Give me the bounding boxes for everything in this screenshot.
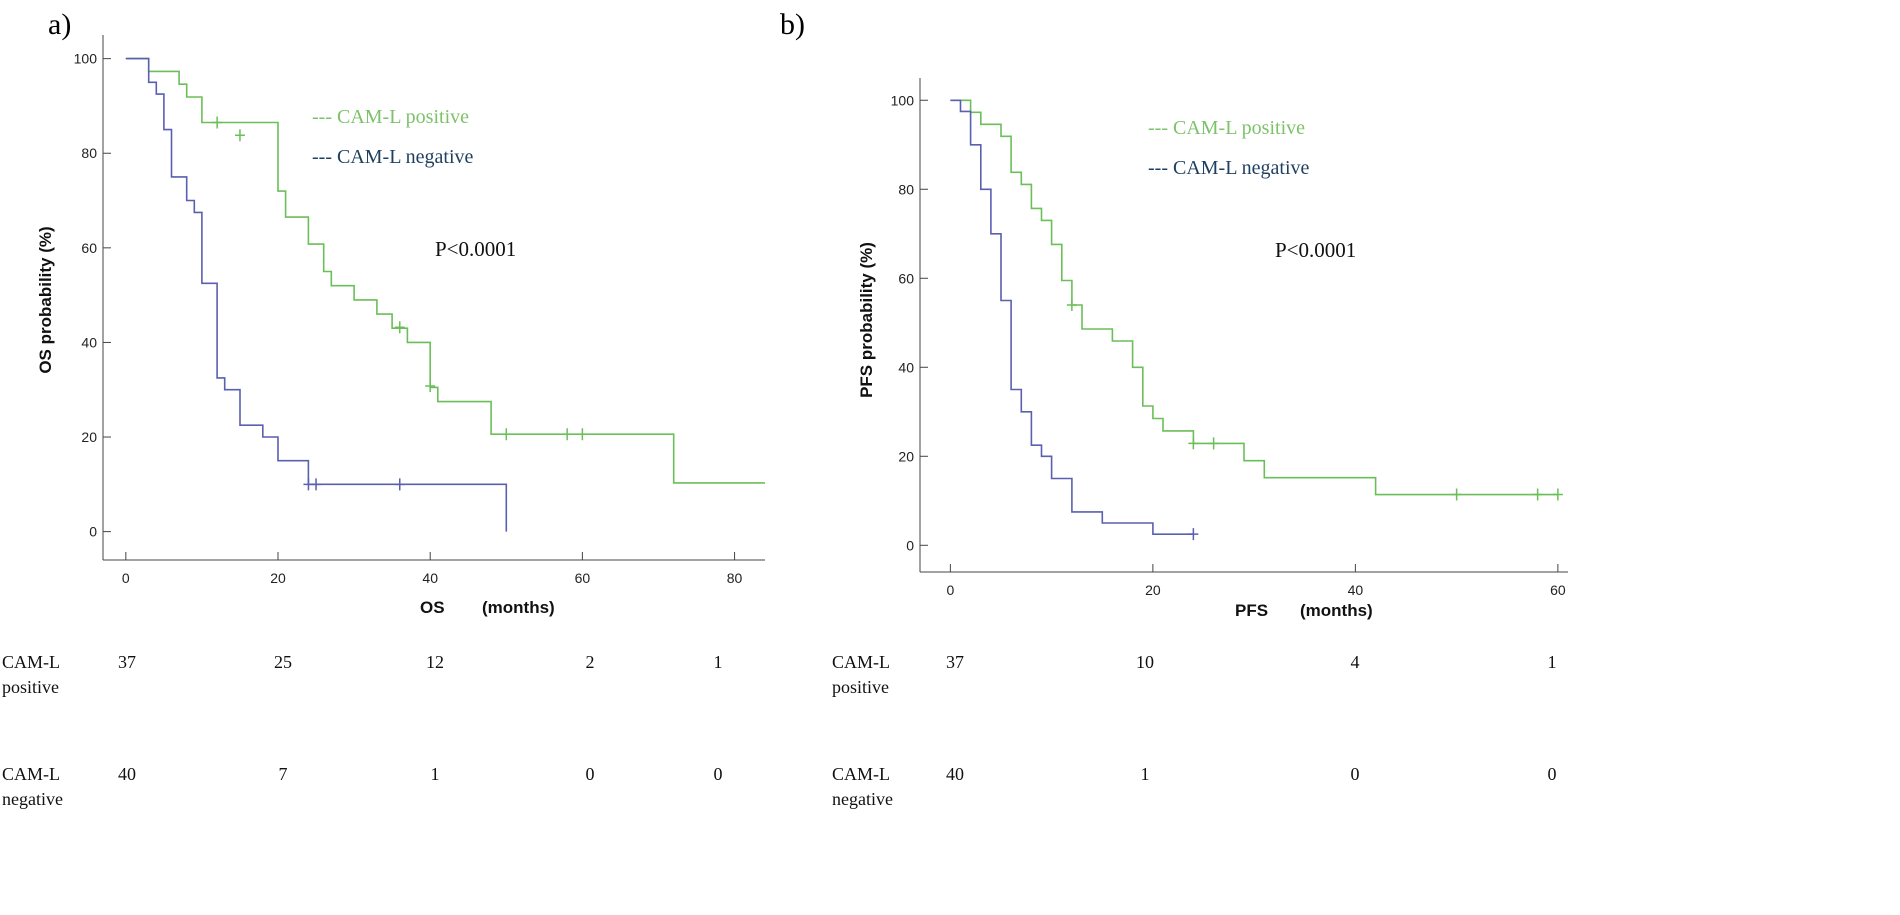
curve-cam-l-positive xyxy=(950,99,1558,496)
risk-row-label: CAM-L xyxy=(832,652,890,672)
y-tick-label: 80 xyxy=(898,181,914,197)
risk-count: 4 xyxy=(1351,652,1360,672)
panel-b-pvalue: P<0.0001 xyxy=(1275,238,1356,262)
censor-mark xyxy=(577,428,588,441)
panel-b-x-axis-units: (months) xyxy=(1300,601,1373,620)
risk-count: 40 xyxy=(118,764,136,784)
x-tick-label: 40 xyxy=(1348,582,1364,598)
risk-count: 25 xyxy=(274,652,292,672)
legend-cam-l-negative: --- CAM-L negative xyxy=(1148,157,1310,179)
x-tick-label: 20 xyxy=(270,570,286,586)
y-tick-label: 100 xyxy=(74,51,98,67)
censor-mark xyxy=(311,478,322,491)
risk-count: 1 xyxy=(1141,764,1150,784)
panel-a-x-axis-units: (months) xyxy=(482,598,555,617)
y-tick-label: 40 xyxy=(898,359,914,375)
risk-count: 10 xyxy=(1136,652,1154,672)
y-tick-label: 0 xyxy=(89,524,97,540)
risk-count: 1 xyxy=(431,764,440,784)
risk-count: 0 xyxy=(714,764,723,784)
censor-mark xyxy=(1066,298,1077,311)
censor-mark xyxy=(425,379,436,392)
censor-mark xyxy=(562,428,573,441)
panel-a-risk-table: CAM-L positive CAM-L negative 37 25 12 2 1 40… xyxy=(2,652,723,809)
censor-mark xyxy=(1451,488,1462,501)
censor-mark xyxy=(1532,488,1543,501)
panel-a-label: a) xyxy=(48,8,71,41)
panel-b-curves xyxy=(950,99,1563,541)
y-tick-label: 20 xyxy=(81,429,97,445)
censor-mark xyxy=(501,428,512,441)
curve-cam-l-positive xyxy=(125,57,765,484)
risk-row-label: negative xyxy=(832,789,893,809)
censor-mark xyxy=(1188,528,1199,541)
censor-mark xyxy=(394,321,405,334)
y-tick-label: 100 xyxy=(891,92,915,108)
risk-count: 1 xyxy=(714,652,723,672)
x-tick-label: 20 xyxy=(1145,582,1161,598)
y-tick-label: 20 xyxy=(898,448,914,464)
y-tick-label: 60 xyxy=(81,240,97,256)
legend-cam-l-positive: --- CAM-L positive xyxy=(312,106,469,128)
risk-count: 40 xyxy=(946,764,964,784)
censor-mark xyxy=(234,129,245,142)
risk-count: 37 xyxy=(946,652,964,672)
risk-count: 0 xyxy=(1548,764,1557,784)
risk-count: 0 xyxy=(1351,764,1360,784)
panel-a-y-axis-title: OS probability (%) xyxy=(36,226,55,373)
risk-count: 0 xyxy=(586,764,595,784)
risk-count: 37 xyxy=(118,652,136,672)
risk-count: 1 xyxy=(1548,652,1557,672)
risk-row-label: CAM-L xyxy=(832,764,890,784)
panel-b-x-axis-title: PFS xyxy=(1235,601,1268,620)
y-tick-label: 0 xyxy=(906,537,914,553)
risk-count: 2 xyxy=(586,652,595,672)
panel-a-x-axis-title: OS xyxy=(420,598,445,617)
legend-cam-l-negative: --- CAM-L negative xyxy=(312,146,474,168)
censor-mark xyxy=(1552,488,1563,501)
x-tick-label: 40 xyxy=(422,570,438,586)
panel-b-risk-table: CAM-L positive CAM-L negative 37 10 4 140 1 0… xyxy=(832,652,1557,809)
x-tick-label: 60 xyxy=(575,570,591,586)
x-tick-label: 80 xyxy=(727,570,743,586)
panel-b-legend: --- CAM-L positive --- CAM-L negative xyxy=(1148,117,1310,179)
panel-a-pvalue: P<0.0001 xyxy=(435,237,516,261)
y-tick-label: 60 xyxy=(898,270,914,286)
x-tick-label: 60 xyxy=(1550,582,1566,598)
risk-count: 7 xyxy=(279,764,288,784)
censor-mark xyxy=(1208,437,1219,450)
censor-mark xyxy=(212,116,223,129)
panel-a-curves xyxy=(125,57,765,532)
risk-row-label: positive xyxy=(832,677,889,697)
panel-b-axes: 0 20 40 60 80 100 0 20 40 60 xyxy=(891,78,1568,598)
panel-a-axes: 0 20 40 60 80 100 0 20 40 60 80 xyxy=(74,35,765,586)
curve-cam-l-negative xyxy=(125,57,508,532)
x-tick-label: 0 xyxy=(946,582,954,598)
y-tick-label: 80 xyxy=(81,145,97,161)
censor-mark xyxy=(1188,437,1199,450)
censor-mark xyxy=(394,478,405,491)
x-tick-label: 0 xyxy=(122,570,130,586)
panel-b-y-axis-title: PFS probability (%) xyxy=(857,242,876,398)
risk-count: 12 xyxy=(426,652,444,672)
curve-cam-l-negative xyxy=(950,99,1194,535)
risk-row-label: negative xyxy=(2,789,63,809)
risk-row-label: CAM-L xyxy=(2,764,60,784)
risk-row-label: CAM-L xyxy=(2,652,60,672)
risk-row-label: positive xyxy=(2,677,59,697)
legend-cam-l-positive: --- CAM-L positive xyxy=(1148,117,1305,139)
panel-b-label: b) xyxy=(780,8,805,41)
y-tick-label: 40 xyxy=(81,334,97,350)
panel-a-legend: --- CAM-L positive --- CAM-L negative xyxy=(312,106,474,168)
